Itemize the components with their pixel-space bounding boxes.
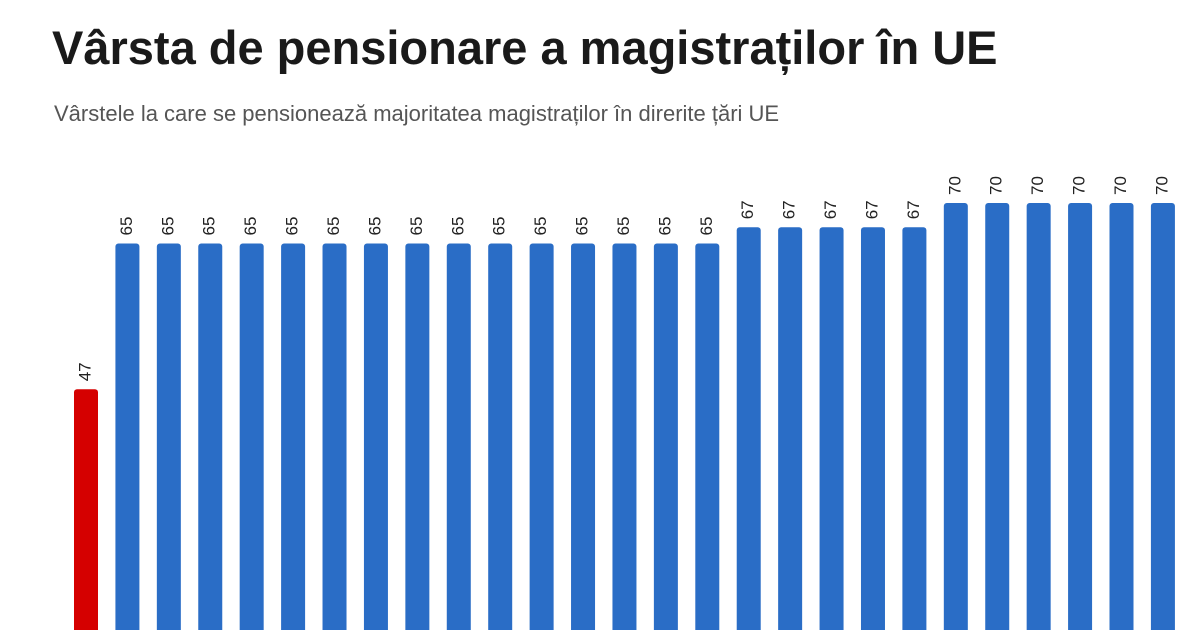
bar <box>322 243 347 630</box>
value-label: 65 <box>573 217 592 236</box>
bar <box>819 227 844 630</box>
value-label: 67 <box>821 200 840 219</box>
bar <box>653 243 678 630</box>
value-label: 67 <box>780 200 799 219</box>
bar <box>612 243 637 630</box>
bar <box>1109 203 1134 630</box>
value-label: 65 <box>283 217 302 236</box>
bar <box>156 243 181 630</box>
value-label: 67 <box>738 200 757 219</box>
bar <box>405 243 430 630</box>
chart-subtitle: Vârstele la care se pensionează majorita… <box>54 101 779 126</box>
bar <box>736 227 761 630</box>
bar <box>363 243 388 630</box>
value-label: 65 <box>324 217 343 236</box>
value-label: 70 <box>1111 176 1130 195</box>
bar <box>239 243 264 630</box>
bar <box>115 243 140 630</box>
value-label: 65 <box>531 217 550 236</box>
value-label: 65 <box>117 217 136 236</box>
bar <box>778 227 803 630</box>
value-label: 70 <box>987 176 1006 195</box>
bar <box>985 203 1010 630</box>
bar <box>571 243 596 630</box>
value-label: 65 <box>241 217 260 236</box>
bar <box>488 243 513 630</box>
value-label: 65 <box>697 217 716 236</box>
bar <box>902 227 927 630</box>
value-label: 65 <box>448 217 467 236</box>
bar <box>198 243 223 630</box>
chart-title: Vârsta de pensionare a magistraților în … <box>52 21 998 75</box>
bar <box>860 227 885 630</box>
bar <box>529 243 554 630</box>
value-label: 67 <box>904 200 923 219</box>
bar <box>943 203 968 630</box>
value-label: 65 <box>407 217 426 236</box>
value-label: 70 <box>945 176 964 195</box>
value-label: 65 <box>490 217 509 236</box>
value-label: 65 <box>365 217 384 236</box>
bar <box>1026 203 1051 630</box>
value-label: 65 <box>158 217 177 236</box>
value-label: 70 <box>1070 176 1089 195</box>
value-label: 70 <box>1152 176 1171 195</box>
bar <box>281 243 306 630</box>
value-label: 65 <box>614 217 633 236</box>
bar <box>1150 203 1175 630</box>
value-label: 47 <box>75 362 94 381</box>
bar <box>446 243 471 630</box>
value-label: 67 <box>862 200 881 219</box>
bar <box>695 243 720 630</box>
value-label: 65 <box>655 217 674 236</box>
value-label: 65 <box>200 217 219 236</box>
bar <box>1068 203 1093 630</box>
bar <box>74 389 98 630</box>
value-label: 70 <box>1028 176 1047 195</box>
